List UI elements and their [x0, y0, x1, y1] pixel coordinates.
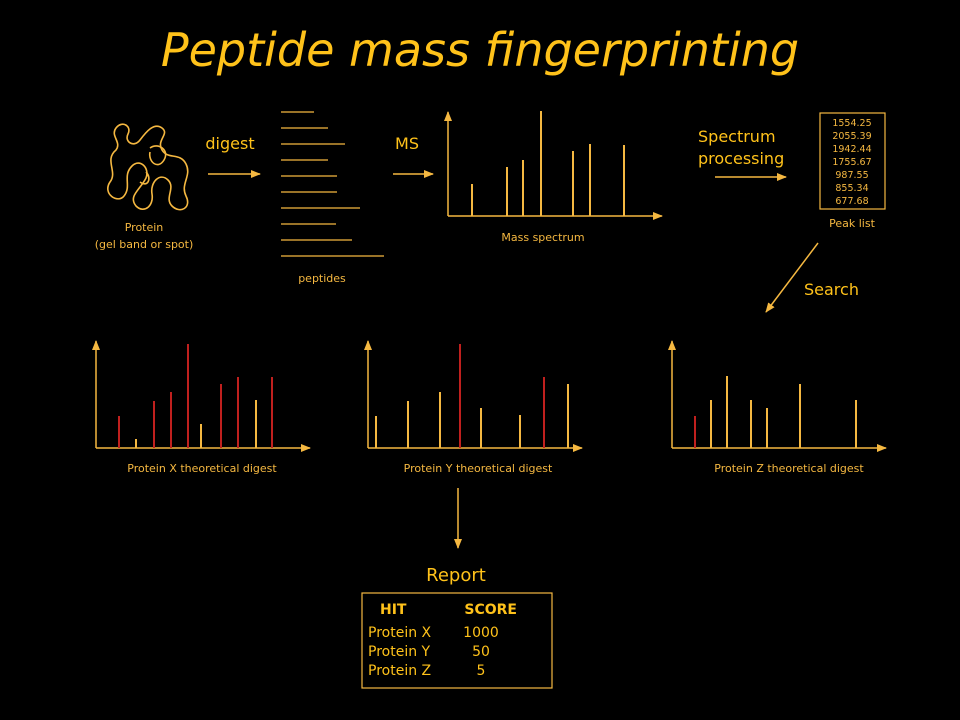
mass-spectrum-label: Mass spectrum	[501, 231, 584, 244]
peak-list-values: 1554.25 2055.39 1942.44 1755.67 987.55 8…	[832, 118, 871, 207]
svg-text:1942.44: 1942.44	[832, 144, 871, 155]
svg-text:1755.67: 1755.67	[832, 157, 871, 168]
svg-text:987.55: 987.55	[835, 170, 868, 181]
page-title: Peptide mass fingerprinting	[161, 23, 799, 77]
ms-label: MS	[395, 134, 419, 153]
search-arrow	[765, 242, 819, 313]
peak-list-label: Peak list	[829, 217, 875, 230]
protein-label-line1: Protein	[125, 221, 164, 234]
peptides-label: peptides	[298, 272, 346, 285]
mass-spectrum-plot	[444, 111, 663, 220]
protein-x-digest-plot	[92, 340, 311, 452]
processing-label-line2: processing	[698, 149, 784, 168]
report-title: Report	[426, 565, 486, 586]
report-row-hit: Protein Y	[368, 644, 431, 660]
svg-text:677.68: 677.68	[835, 196, 868, 207]
report-row-score: 1000	[463, 625, 499, 641]
report-row-score: 5	[477, 663, 486, 679]
report-row-hit: Protein X	[368, 625, 432, 641]
peptide-lines	[281, 111, 384, 257]
report-header-hit: HIT	[380, 602, 407, 618]
report-header-score: SCORE	[464, 602, 517, 618]
report-row-hit: Protein Z	[368, 663, 431, 679]
protein-label-line2: (gel band or spot)	[95, 238, 194, 251]
svg-text:2055.39: 2055.39	[832, 131, 871, 142]
report-box	[361, 592, 553, 689]
protein-icon	[107, 123, 189, 211]
protein-y-digest-plot	[364, 340, 583, 452]
svg-text:1554.25: 1554.25	[832, 118, 871, 129]
svg-text:855.34: 855.34	[835, 183, 868, 194]
report-row-score: 50	[472, 644, 490, 660]
protein-z-digest-label: Protein Z theoretical digest	[714, 462, 864, 475]
processing-label-line1: Spectrum	[698, 127, 776, 146]
search-label: Search	[804, 280, 859, 299]
peak-list-box	[819, 112, 886, 210]
protein-y-digest-label: Protein Y theoretical digest	[404, 462, 553, 475]
digest-label: digest	[205, 134, 254, 153]
protein-x-digest-label: Protein X theoretical digest	[127, 462, 277, 475]
protein-z-digest-plot	[668, 340, 887, 452]
